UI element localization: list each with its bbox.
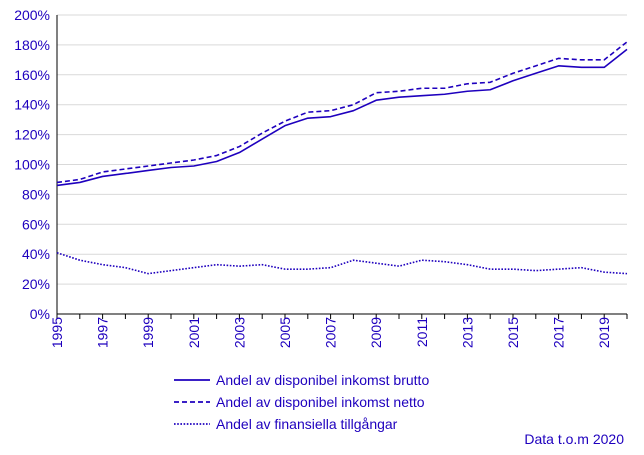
y-tick-label: 140% bbox=[14, 97, 50, 113]
x-tick-label: 2001 bbox=[186, 317, 202, 348]
y-tick-label: 200% bbox=[14, 7, 50, 23]
legend-label: Andel av disponibel inkomst netto bbox=[216, 394, 425, 410]
x-tick-label: 2017 bbox=[551, 317, 567, 348]
x-tick-label: 2007 bbox=[323, 317, 339, 348]
x-tick-label: 1995 bbox=[49, 317, 65, 348]
x-axis: 1995 1997 1999 2001 2003 2005 2007 2009 2011 2013… bbox=[49, 15, 628, 348]
series-line-solid bbox=[56, 48, 628, 187]
y-tick-label: 100% bbox=[14, 157, 50, 173]
y-tick-label: 160% bbox=[14, 67, 50, 83]
y-tick-label: 0% bbox=[30, 306, 50, 322]
x-tick-label: 2019 bbox=[596, 317, 612, 348]
series-lines bbox=[56, 41, 628, 275]
y-axis-ticks: 0% 20% 40% 60% 80% 100% 120% 140% 160% 180% 200% bbox=[14, 7, 50, 322]
x-tick-label: 2011 bbox=[414, 317, 430, 347]
legend-label: Andel av disponibel inkomst brutto bbox=[216, 372, 429, 388]
x-tick-label: 2003 bbox=[231, 317, 247, 348]
y-tick-label: 40% bbox=[22, 246, 50, 262]
y-tick-label: 180% bbox=[14, 37, 50, 53]
y-tick-label: 60% bbox=[22, 216, 50, 232]
x-tick-label: 2009 bbox=[368, 317, 384, 348]
y-tick-label: 20% bbox=[22, 276, 50, 292]
x-tick-label: 1999 bbox=[140, 317, 156, 348]
data-note: Data t.o.m 2020 bbox=[524, 431, 624, 447]
y-tick-label: 80% bbox=[22, 186, 50, 202]
x-tick-label: 2005 bbox=[277, 317, 293, 348]
series-line-dotted bbox=[56, 251, 628, 275]
legend-label: Andel av finansiella tillgångar bbox=[216, 416, 398, 432]
x-tick-label: 2015 bbox=[505, 317, 521, 348]
x-tick-label: 1997 bbox=[95, 317, 111, 348]
legend: Andel av disponibel inkomst brutto Andel … bbox=[174, 372, 429, 432]
y-tick-label: 120% bbox=[14, 127, 50, 143]
series-line-dashed bbox=[56, 41, 628, 184]
x-tick-label: 2013 bbox=[459, 317, 475, 348]
grid-lines bbox=[57, 14, 627, 285]
